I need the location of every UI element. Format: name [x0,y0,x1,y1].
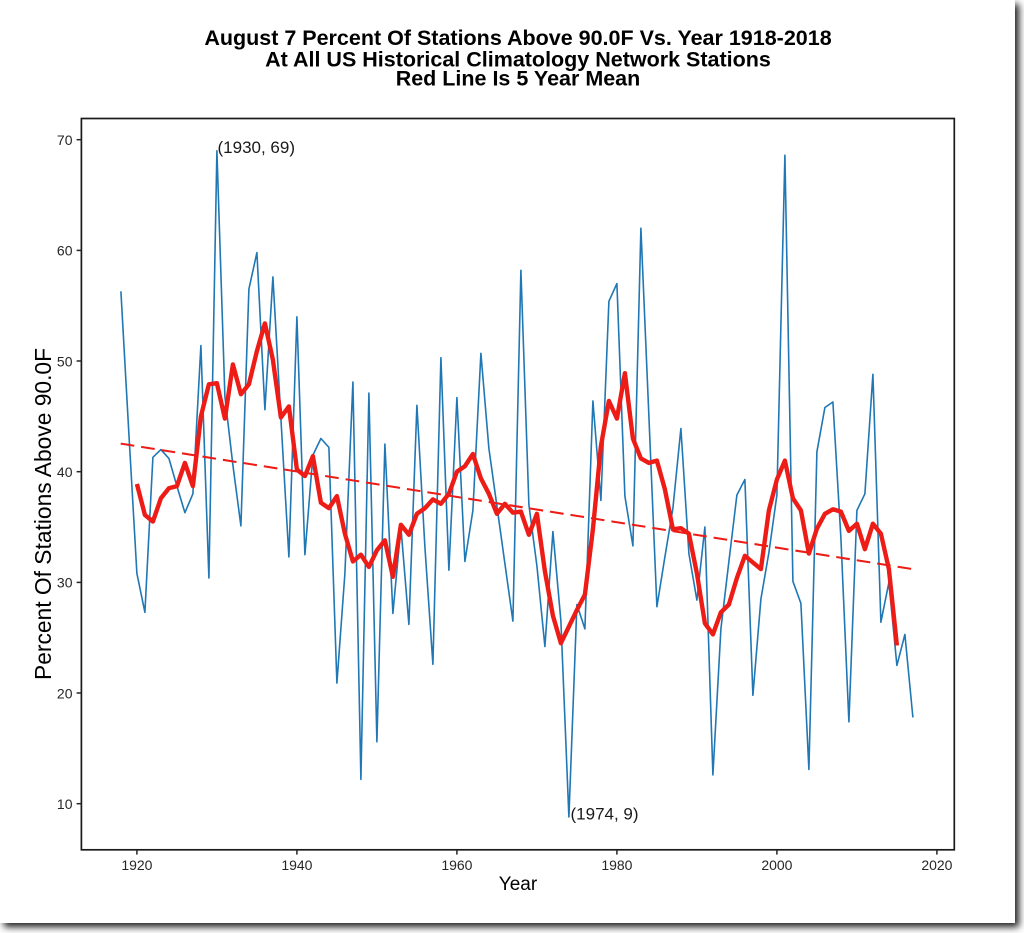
svg-text:(1974, 9): (1974, 9) [571,805,639,824]
svg-text:1940: 1940 [281,857,312,873]
svg-text:2000: 2000 [761,857,792,873]
svg-text:1920: 1920 [121,857,152,873]
svg-text:60: 60 [57,243,73,259]
svg-text:At All US Historical Climatolo: At All US Historical Climatology Network… [265,48,771,72]
svg-text:50: 50 [57,353,73,369]
svg-text:1980: 1980 [601,857,632,873]
svg-text:(1930, 69): (1930, 69) [218,138,296,157]
svg-text:10: 10 [57,796,73,812]
svg-text:30: 30 [57,575,73,591]
svg-text:40: 40 [57,464,73,480]
svg-text:August 7 Percent Of Stations A: August 7 Percent Of Stations Above 90.0F… [204,26,831,50]
svg-text:20: 20 [57,685,73,701]
svg-text:Percent Of Stations Above 90.0: Percent Of Stations Above 90.0F [30,348,56,680]
svg-text:2020: 2020 [921,857,952,873]
svg-text:1960: 1960 [441,857,472,873]
svg-text:Red Line Is 5 Year Mean: Red Line Is 5 Year Mean [396,67,641,91]
svg-text:Year: Year [499,874,538,895]
svg-text:70: 70 [57,132,73,148]
